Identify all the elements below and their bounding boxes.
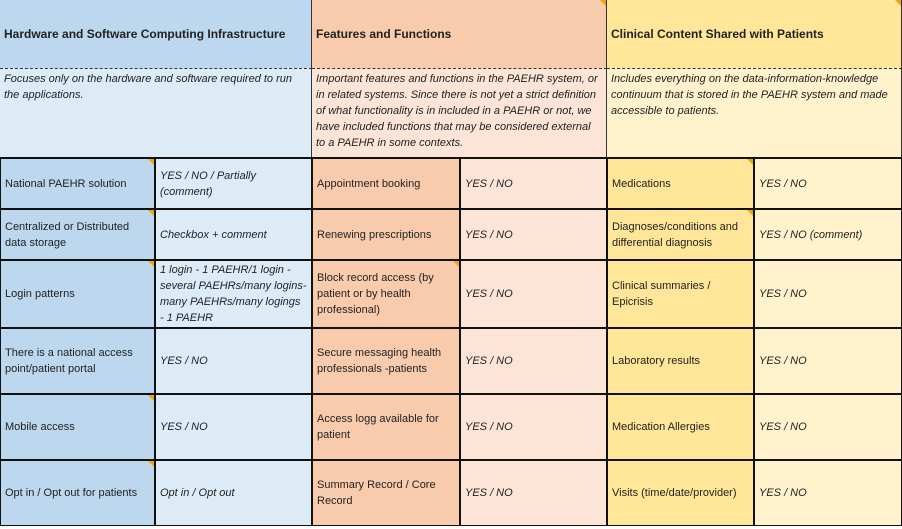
section-description-clinical-content[interactable]: Includes everything on the data-informat… [607,68,902,158]
row-value[interactable]: YES / NO [155,328,312,394]
row-value[interactable]: YES / NO [754,260,902,328]
row-label[interactable]: Clinical summaries / Epicrisis [607,260,754,328]
row-value[interactable]: YES / NO [754,328,902,394]
row-value[interactable]: Checkbox + comment [155,209,312,260]
row-label[interactable]: Appointment booking [312,158,460,209]
row-label[interactable]: Opt in / Opt out for patients [0,460,155,526]
row-label[interactable]: Block record access (by patient or by he… [312,260,460,328]
row-value[interactable]: YES / NO [754,158,902,209]
row-label[interactable]: Renewing prescriptions [312,209,460,260]
row-value[interactable]: YES / NO [460,394,607,460]
section-header-clinical-content[interactable]: Clinical Content Shared with Patients [607,0,902,68]
row-value[interactable]: YES / NO (comment) [754,209,902,260]
row-label[interactable]: Summary Record / Core Record [312,460,460,526]
row-label[interactable]: Access logg available for patient [312,394,460,460]
row-label[interactable]: Centralized or Distributed data storage [0,209,155,260]
section-header-infrastructure[interactable]: Hardware and Software Computing Infrastr… [0,0,312,68]
row-label[interactable]: Mobile access [0,394,155,460]
row-value[interactable]: YES / NO [754,394,902,460]
row-label[interactable]: Medications [607,158,754,209]
row-label[interactable]: Login patterns [0,260,155,328]
row-value[interactable]: YES / NO / Partially (comment) [155,158,312,209]
row-value[interactable]: YES / NO [460,460,607,526]
row-label[interactable]: There is a national access point/patient… [0,328,155,394]
row-value[interactable]: YES / NO [460,209,607,260]
row-label[interactable]: Medication Allergies [607,394,754,460]
row-value[interactable]: YES / NO [155,394,312,460]
row-value[interactable]: YES / NO [460,158,607,209]
row-label[interactable]: Visits (time/date/provider) [607,460,754,526]
row-value[interactable]: Opt in / Opt out [155,460,312,526]
section-description-features[interactable]: Important features and functions in the … [312,68,607,158]
row-label[interactable]: National PAEHR solution [0,158,155,209]
row-value[interactable]: YES / NO [460,260,607,328]
row-label[interactable]: Diagnoses/conditions and differential di… [607,209,754,260]
row-label[interactable]: Secure messaging health professionals -p… [312,328,460,394]
row-value[interactable]: YES / NO [754,460,902,526]
row-label[interactable]: Laboratory results [607,328,754,394]
row-value[interactable]: 1 login - 1 PAEHR/1 login - several PAEH… [155,260,312,328]
section-header-features[interactable]: Features and Functions [312,0,607,68]
section-description-infrastructure[interactable]: Focuses only on the hardware and softwar… [0,68,312,158]
row-value[interactable]: YES / NO [460,328,607,394]
